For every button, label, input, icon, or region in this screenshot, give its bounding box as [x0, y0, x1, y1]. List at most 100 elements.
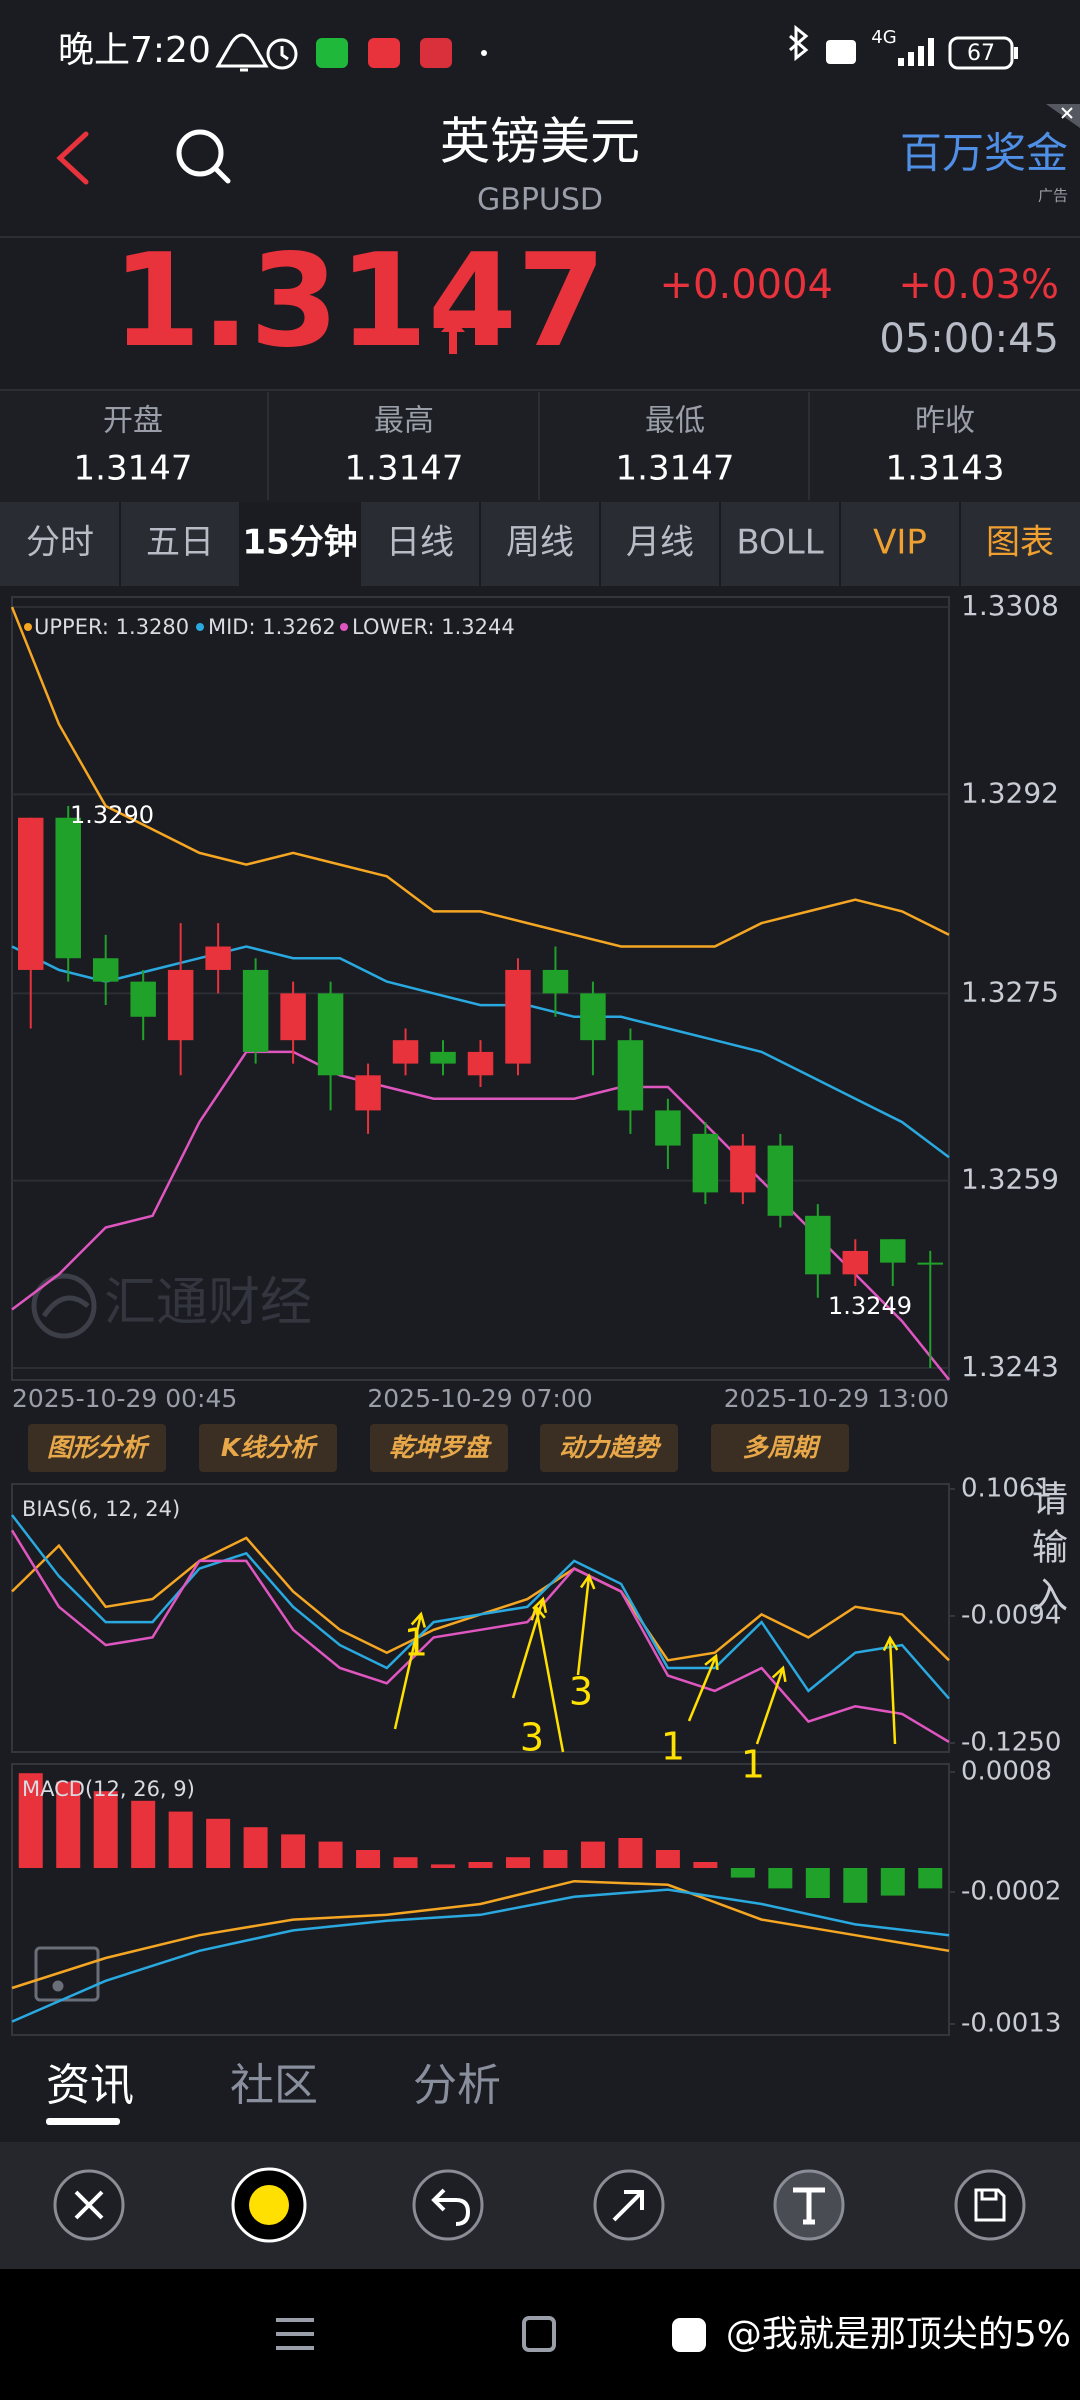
x-tick-label: 2025-10-29 00:45	[12, 1384, 237, 1413]
y-tick-label: -0.0094	[961, 1600, 1061, 1630]
candle-body	[130, 981, 156, 1017]
status-time: 晚上7:20	[58, 30, 211, 71]
tab[interactable]: 分时	[26, 523, 94, 563]
macd-bar	[693, 1862, 718, 1868]
menu-button[interactable]	[276, 2318, 314, 2350]
y-tick-label: 0.0008	[961, 1757, 1052, 1787]
macd-bar	[880, 1868, 905, 1896]
price-change-pct: +0.03%	[898, 262, 1059, 308]
tool-label[interactable]: 图形分析	[47, 1433, 151, 1462]
tab[interactable]: 15分钟	[242, 523, 357, 563]
annotation-arrow	[576, 1575, 591, 1676]
stat-value: 1.3143	[886, 449, 1005, 489]
save-icon	[974, 2188, 1006, 2222]
macd-bar	[56, 1781, 81, 1868]
tool-button[interactable]	[711, 1424, 849, 1472]
bottom-tab[interactable]: 社区	[230, 2060, 318, 2111]
macd-bar	[431, 1864, 456, 1868]
candle-body	[805, 1215, 831, 1275]
status-icons	[215, 33, 298, 72]
candle-body	[205, 946, 231, 970]
tab-bar	[0, 502, 1080, 586]
bottom-tab[interactable]: 分析	[413, 2060, 501, 2111]
tool-label[interactable]: 乾坤罗盘	[389, 1433, 492, 1462]
stat-label: 最高	[374, 404, 434, 439]
candle-body	[242, 969, 269, 1052]
tab[interactable]: 日线	[386, 523, 454, 563]
annotation-arrowhead	[771, 1665, 787, 1683]
undo-icon	[431, 2188, 471, 2226]
annotation-arrow	[888, 1637, 897, 1745]
tool-button[interactable]	[540, 1424, 678, 1472]
tool-label[interactable]: 多周期	[742, 1433, 821, 1462]
stat-value: 1.3147	[345, 449, 464, 489]
screenshot-icon[interactable]	[34, 1946, 100, 2002]
tool-button[interactable]	[199, 1424, 337, 1472]
stat-value: 1.3147	[74, 449, 193, 489]
candle-body	[430, 1051, 456, 1064]
nav-buttons	[276, 2316, 556, 2352]
watermark-logo	[31, 1273, 97, 1339]
y-tick-label: -0.0002	[961, 1877, 1061, 1907]
annotation-arrowhead	[882, 1635, 899, 1652]
tab[interactable]: BOLL	[736, 523, 823, 563]
ad-close[interactable]	[1061, 107, 1073, 119]
candle-body	[355, 1075, 381, 1111]
back-button[interactable]	[56, 131, 89, 185]
legend-label: LOWER: 1.3244	[352, 615, 515, 639]
header-subtitle: GBPUSD	[477, 183, 603, 218]
battery-outline	[948, 36, 1014, 70]
y-tick-label: 1.3275	[961, 975, 1059, 1008]
tool-button[interactable]	[370, 1424, 508, 1472]
band-line	[10, 606, 950, 948]
save-tool[interactable]	[954, 2169, 1026, 2241]
battery-tip	[1014, 47, 1018, 59]
search-button[interactable]	[176, 129, 231, 184]
macd-bar	[768, 1868, 793, 1889]
tab[interactable]: 周线	[506, 523, 574, 563]
tab[interactable]: 五日	[146, 523, 214, 563]
undo-tool[interactable]	[412, 2169, 484, 2241]
quote-time: 05:00:45	[879, 316, 1059, 362]
tool-label[interactable]: 动力趋势	[559, 1433, 662, 1462]
price-panel	[11, 596, 950, 1381]
home-button[interactable]	[522, 2316, 556, 2352]
macd-line	[11, 1888, 950, 2023]
annotation-label: 1	[661, 1725, 685, 1769]
app-icon	[368, 38, 400, 68]
tab[interactable]: 月线	[626, 523, 694, 563]
candle-body	[580, 993, 606, 1041]
tab[interactable]: VIP	[873, 523, 927, 563]
annotation-arrowhead	[530, 1604, 546, 1621]
candle-body	[167, 969, 194, 1041]
bottom-tab[interactable]: 资讯	[46, 2060, 134, 2111]
legend-dot	[196, 623, 204, 631]
tab[interactable]: 图表	[986, 523, 1054, 563]
legend-dot	[24, 623, 32, 631]
annotation-label: 1	[404, 1621, 428, 1665]
tool-label[interactable]: K线分析	[221, 1433, 319, 1462]
macd-bar	[805, 1868, 830, 1898]
hd-icon	[826, 40, 856, 64]
tool-button[interactable]	[28, 1424, 166, 1472]
stat-value: 1.3147	[616, 449, 735, 489]
macd-bar	[468, 1862, 493, 1868]
panel-title: BIAS(6, 12, 24)	[22, 1497, 180, 1521]
input-hint[interactable]: 请输入	[1026, 1480, 1067, 1624]
bias-line	[11, 1514, 950, 1700]
annotation-arrow	[534, 1606, 565, 1753]
candle-body	[842, 1250, 869, 1275]
candle-body	[280, 993, 306, 1041]
facebook-icon	[672, 2318, 706, 2352]
macd-bar	[18, 1773, 43, 1868]
candle-body	[692, 1133, 719, 1193]
candle-body	[92, 958, 119, 982]
ad-link[interactable]: 百万奖金	[900, 129, 1068, 178]
annotation-arrow	[755, 1667, 785, 1745]
x-tick-label: 2025-10-29 07:00	[367, 1384, 592, 1413]
y-tick-label: 1.3259	[961, 1163, 1059, 1196]
tab-underline	[46, 2118, 120, 2125]
macd-bar	[918, 1868, 943, 1889]
